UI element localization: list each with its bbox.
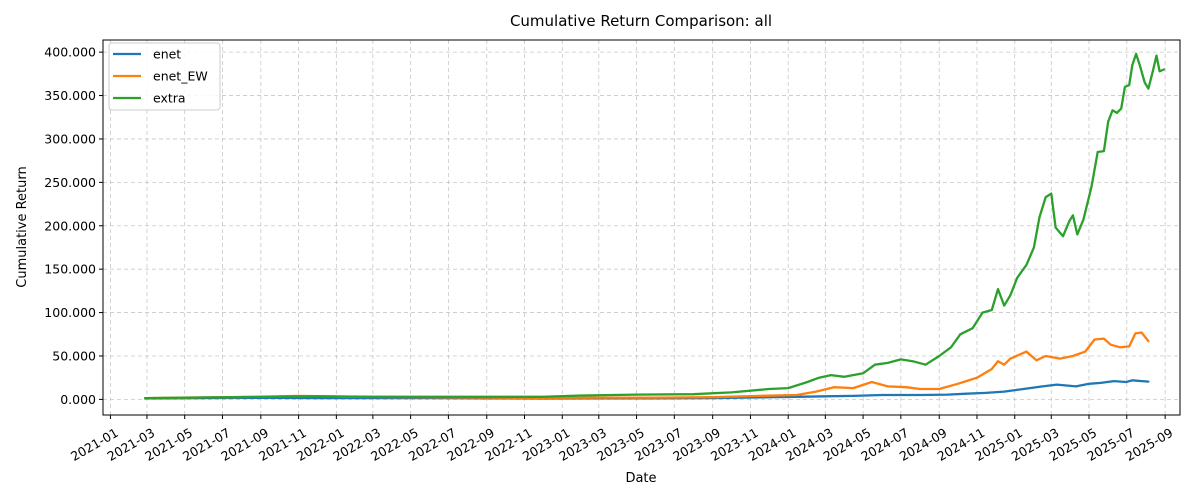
grid-lines: [103, 40, 1180, 415]
plot-frame: [102, 39, 1181, 416]
y-tick-label: 50.000: [52, 348, 96, 363]
y-axis-label: Cumulative Return: [15, 166, 30, 287]
chart-title: Cumulative Return Comparison: all: [510, 12, 772, 30]
y-tick-label: 300.000: [44, 131, 96, 146]
legend-label: enet_EW: [153, 69, 208, 84]
y-tick-label: 150.000: [44, 262, 96, 277]
legend-label: enet: [153, 47, 181, 62]
legend-box: [108, 42, 221, 111]
y-tick-label: 0.000: [60, 392, 96, 407]
legend-label: extra: [153, 91, 186, 106]
x-axis-label: Date: [625, 471, 656, 486]
y-axis-ticks: 0.000 50.000 100.000 150.000 200.000 250.000 3…: [44, 45, 103, 407]
series-lines: [143, 52, 1166, 400]
y-tick-label: 200.000: [44, 218, 96, 233]
y-tick-label: 100.000: [44, 305, 96, 320]
y-tick-label: 250.000: [44, 175, 96, 190]
series-line-extra: [143, 52, 1166, 400]
y-tick-label: 350.000: [44, 88, 96, 103]
y-tick-label: 400.000: [44, 45, 96, 60]
